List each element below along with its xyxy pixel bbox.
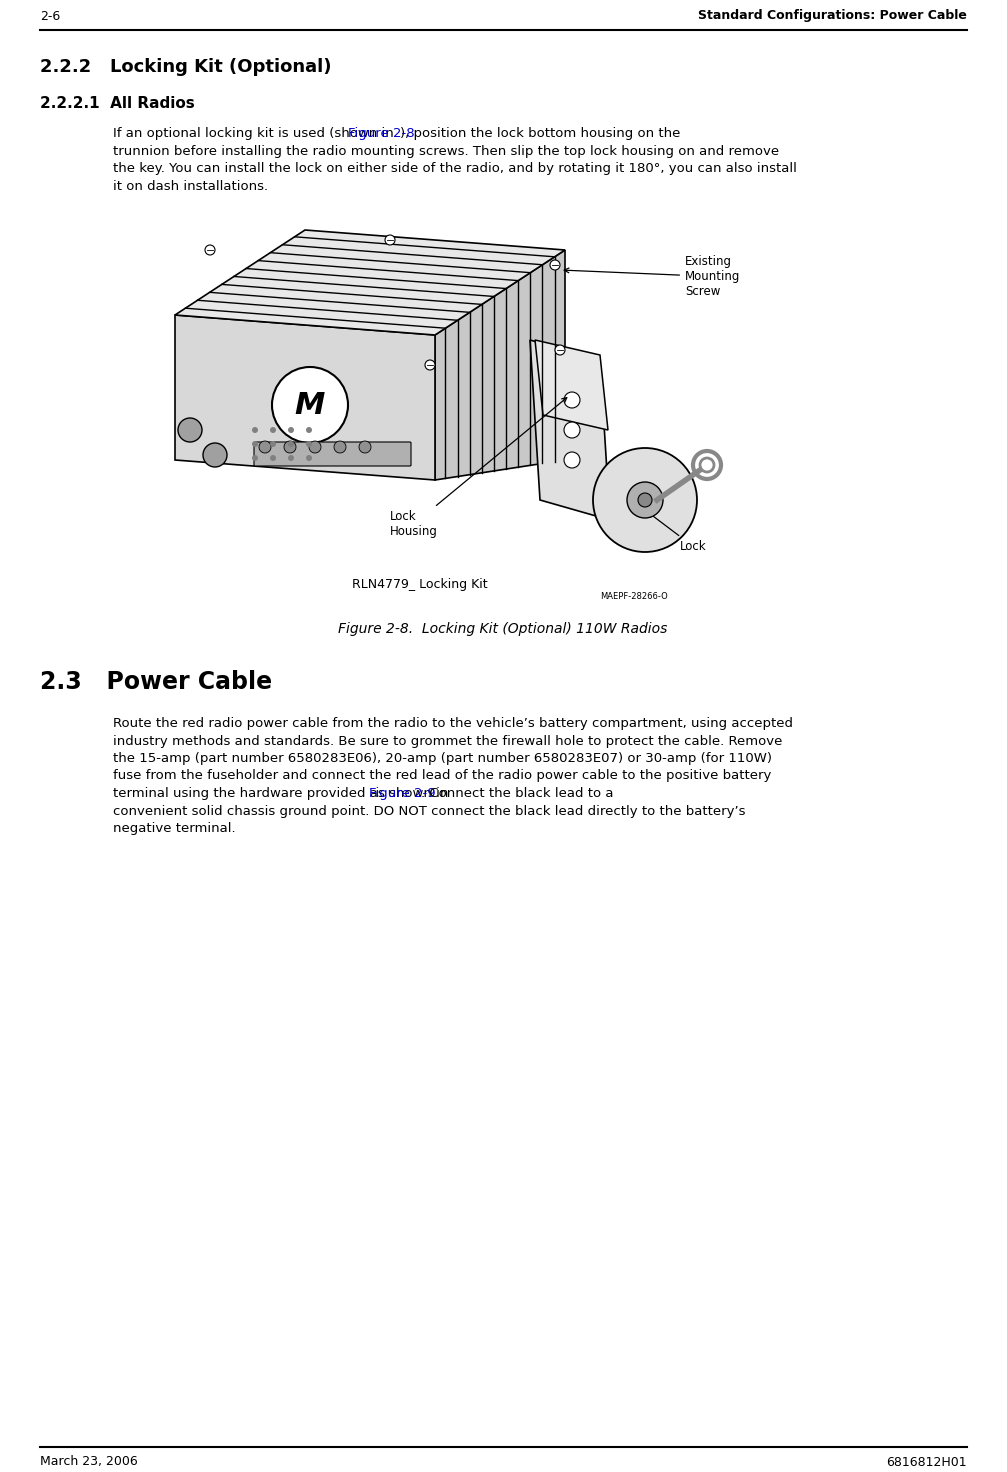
Text: 2.2.2   Locking Kit (Optional): 2.2.2 Locking Kit (Optional): [40, 57, 331, 77]
Circle shape: [284, 442, 296, 453]
Text: ), position the lock bottom housing on the: ), position the lock bottom housing on t…: [400, 127, 681, 140]
Text: If an optional locking kit is used (shown in: If an optional locking kit is used (show…: [113, 127, 398, 140]
Text: Existing
Mounting
Screw: Existing Mounting Screw: [564, 255, 740, 297]
Circle shape: [288, 427, 294, 433]
Circle shape: [178, 418, 202, 442]
Circle shape: [252, 455, 258, 461]
Text: industry methods and standards. Be sure to grommet the firewall hole to protect : industry methods and standards. Be sure …: [113, 735, 782, 748]
Circle shape: [306, 427, 312, 433]
Circle shape: [334, 442, 346, 453]
Polygon shape: [175, 315, 435, 480]
Text: it on dash installations.: it on dash installations.: [113, 180, 268, 193]
Text: 2-6: 2-6: [40, 9, 60, 22]
Text: Route the red radio power cable from the radio to the vehicle’s battery compartm: Route the red radio power cable from the…: [113, 717, 793, 730]
Circle shape: [638, 493, 652, 506]
Circle shape: [550, 261, 560, 269]
Circle shape: [425, 361, 435, 369]
Text: 2.3   Power Cable: 2.3 Power Cable: [40, 670, 272, 693]
Circle shape: [564, 422, 580, 439]
Circle shape: [555, 344, 565, 355]
Text: Lock: Lock: [649, 512, 707, 553]
Circle shape: [306, 455, 312, 461]
Circle shape: [564, 392, 580, 408]
Text: 2.2.2.1  All Radios: 2.2.2.1 All Radios: [40, 96, 194, 110]
Text: Figure 2-8: Figure 2-8: [347, 127, 415, 140]
Text: Figure 2-8.  Locking Kit (Optional) 110W Radios: Figure 2-8. Locking Kit (Optional) 110W …: [338, 623, 668, 636]
Polygon shape: [535, 340, 608, 430]
Circle shape: [252, 442, 258, 447]
Circle shape: [203, 443, 227, 467]
Text: Standard Configurations: Power Cable: Standard Configurations: Power Cable: [698, 9, 967, 22]
Text: Figure 2-9: Figure 2-9: [369, 788, 435, 799]
Text: trunnion before installing the radio mounting screws. Then slip the top lock hou: trunnion before installing the radio mou…: [113, 144, 779, 158]
Circle shape: [270, 442, 276, 447]
Circle shape: [359, 442, 371, 453]
Circle shape: [259, 442, 271, 453]
Circle shape: [627, 481, 663, 518]
Polygon shape: [175, 230, 565, 336]
Text: negative terminal.: negative terminal.: [113, 821, 236, 835]
Circle shape: [288, 455, 294, 461]
Circle shape: [272, 367, 348, 443]
Text: M: M: [295, 390, 325, 420]
Text: the 15-amp (part number 6580283E06), 20-amp (part number 6580283E07) or 30-amp (: the 15-amp (part number 6580283E06), 20-…: [113, 752, 772, 765]
Text: MAEPF-28266-O: MAEPF-28266-O: [600, 592, 668, 601]
Circle shape: [564, 452, 580, 468]
Text: the key. You can install the lock on either side of the radio, and by rotating i: the key. You can install the lock on eit…: [113, 162, 797, 175]
Text: RLN4779_ Locking Kit: RLN4779_ Locking Kit: [352, 578, 487, 590]
Circle shape: [309, 442, 321, 453]
Text: Lock
Housing: Lock Housing: [390, 397, 567, 537]
Text: fuse from the fuseholder and connect the red lead of the radio power cable to th: fuse from the fuseholder and connect the…: [113, 770, 771, 783]
Circle shape: [385, 236, 395, 244]
Circle shape: [306, 442, 312, 447]
Text: terminal using the hardware provided as shown in: terminal using the hardware provided as …: [113, 788, 452, 799]
Text: . Connect the black lead to a: . Connect the black lead to a: [421, 788, 613, 799]
Polygon shape: [530, 340, 610, 520]
Text: March 23, 2006: March 23, 2006: [40, 1456, 138, 1469]
Circle shape: [205, 244, 215, 255]
Polygon shape: [435, 250, 565, 480]
Circle shape: [270, 427, 276, 433]
Circle shape: [270, 455, 276, 461]
Circle shape: [288, 442, 294, 447]
Circle shape: [593, 447, 697, 552]
Text: 6816812H01: 6816812H01: [886, 1456, 967, 1469]
FancyBboxPatch shape: [254, 442, 411, 467]
Circle shape: [252, 427, 258, 433]
Text: convenient solid chassis ground point. DO NOT connect the black lead directly to: convenient solid chassis ground point. D…: [113, 805, 745, 817]
